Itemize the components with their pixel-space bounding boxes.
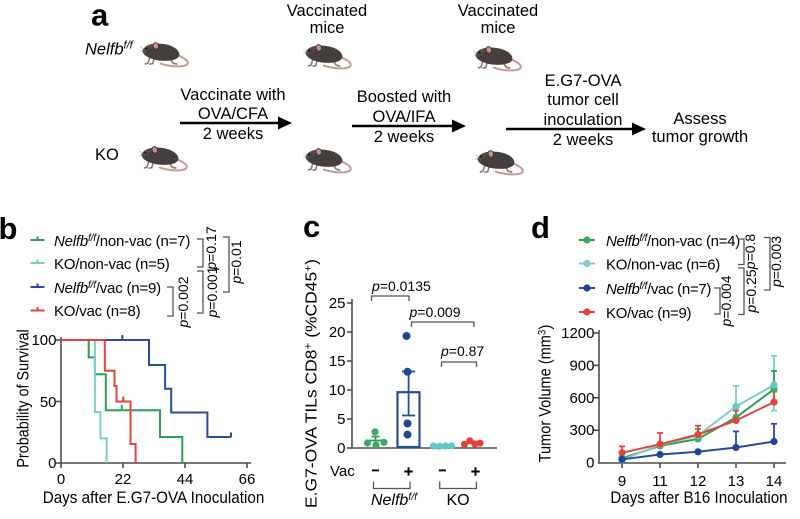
svg-text:Vac: Vac (330, 463, 355, 480)
svg-text:44: 44 (177, 471, 194, 488)
svg-text:b: b (0, 211, 17, 246)
svg-text:Assess: Assess (673, 110, 726, 128)
svg-text:inoculation: inoculation (544, 111, 623, 129)
svg-text:Vaccinate with: Vaccinate with (180, 86, 285, 104)
svg-text:a: a (91, 0, 109, 33)
svg-text:300: 300 (569, 422, 594, 439)
svg-text:tumor growth: tumor growth (652, 128, 748, 146)
svg-text:1200: 1200 (561, 325, 594, 342)
svg-text:p=0.01: p=0.01 (228, 240, 244, 284)
svg-text:p=0.0135: p=0.0135 (371, 278, 431, 294)
svg-text:KO/non-vac (n=5): KO/non-vac (n=5) (54, 256, 170, 273)
svg-text:600: 600 (569, 390, 594, 407)
svg-text:2 weeks: 2 weeks (203, 125, 264, 143)
svg-text:Days after B16 Inoculation: Days after B16 Inoculation (610, 489, 787, 507)
svg-text:22: 22 (115, 471, 132, 488)
svg-text:Vaccinated: Vaccinated (287, 2, 367, 20)
svg-text:Probability of Survival: Probability of Survival (15, 329, 33, 467)
svg-text:E.G7-OVA TILs CD8+ (%CD45+): E.G7-OVA TILs CD8+ (%CD45+) (302, 259, 320, 508)
svg-text:p=0.87: p=0.87 (440, 343, 484, 359)
svg-text:0: 0 (48, 455, 56, 472)
svg-text:20: 20 (329, 324, 346, 341)
svg-text:KO/vac (n=8): KO/vac (n=8) (54, 303, 141, 320)
svg-text:Nelfbf/f/vac (n=7): Nelfbf/f/vac (n=7) (606, 281, 711, 298)
svg-text:p=0.25: p=0.25 (743, 269, 759, 313)
svg-text:50: 50 (40, 394, 57, 411)
svg-text:p=0.17: p=0.17 (203, 226, 219, 270)
svg-text:KO: KO (446, 492, 469, 509)
svg-text:d: d (531, 210, 550, 245)
svg-text:Nelfbf/f/vac (n=9): Nelfbf/f/vac (n=9) (54, 280, 161, 297)
svg-text:KO/vac (n=9): KO/vac (n=9) (606, 305, 691, 322)
svg-text:13: 13 (728, 473, 745, 490)
svg-text:Days after E.G7-OVA Inoculatio: Days after E.G7-OVA Inoculation (43, 489, 265, 507)
svg-text:mice: mice (481, 19, 516, 37)
svg-text:p=0.003: p=0.003 (768, 236, 784, 288)
svg-text:Nelfbf/f/non-vac (n=4): Nelfbf/f/non-vac (n=4) (606, 233, 740, 250)
svg-text:p=0.8: p=0.8 (742, 234, 758, 271)
svg-text:Nelfbf/f: Nelfbf/f (371, 491, 418, 509)
svg-text:p=0.004: p=0.004 (718, 275, 734, 327)
svg-text:Vaccinated: Vaccinated (458, 2, 538, 20)
svg-text:25: 25 (329, 295, 346, 312)
svg-text:KO/non-vac (n=6): KO/non-vac (n=6) (606, 257, 720, 274)
svg-text:12: 12 (690, 473, 707, 490)
svg-text:14: 14 (766, 473, 783, 490)
svg-text:900: 900 (569, 357, 594, 374)
svg-text:c: c (303, 209, 320, 244)
svg-text:9: 9 (618, 473, 626, 490)
svg-text:Tumor Volume (mm3): Tumor Volume (mm3) (536, 325, 555, 463)
svg-text:100: 100 (31, 332, 56, 349)
svg-text:p=0.001: p=0.001 (204, 266, 220, 318)
svg-text:Nelfbf/f: Nelfbf/f (85, 40, 134, 59)
svg-text:15: 15 (329, 353, 346, 370)
svg-text:0: 0 (586, 455, 594, 472)
svg-text:OVA/IFA: OVA/IFA (373, 108, 436, 126)
svg-text:5: 5 (337, 411, 345, 428)
svg-text:66: 66 (239, 471, 256, 488)
svg-text:2 weeks: 2 weeks (553, 131, 614, 149)
svg-text:E.G7-OVA: E.G7-OVA (545, 72, 622, 90)
svg-text:10: 10 (329, 382, 346, 399)
svg-text:2 weeks: 2 weeks (374, 128, 435, 146)
svg-text:Nelfbf/f/non-vac (n=7): Nelfbf/f/non-vac (n=7) (54, 233, 190, 250)
svg-text:OVA/CFA: OVA/CFA (198, 105, 268, 123)
svg-text:mice: mice (310, 19, 345, 37)
svg-text:tumor cell: tumor cell (547, 91, 619, 109)
svg-text:0: 0 (57, 471, 65, 488)
svg-text:KO: KO (95, 146, 119, 164)
svg-text:p=0.009: p=0.009 (409, 304, 461, 320)
svg-text:Boosted with: Boosted with (357, 88, 451, 106)
svg-text:p=0.002: p=0.002 (175, 276, 191, 328)
svg-text:11: 11 (652, 473, 668, 490)
svg-text:0: 0 (337, 440, 345, 457)
